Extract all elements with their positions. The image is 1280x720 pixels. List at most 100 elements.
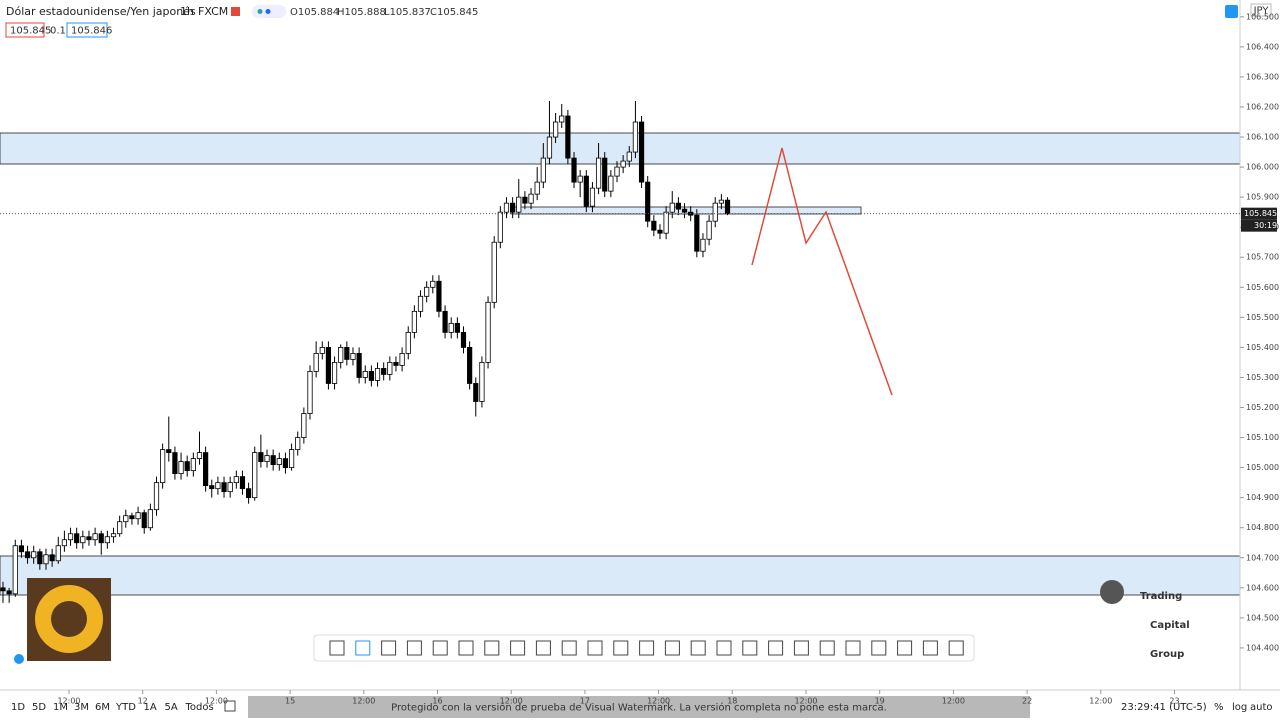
candle-body: [657, 229, 663, 234]
ohlc-high: H105.888: [337, 7, 386, 18]
candle-body: [522, 196, 528, 204]
scale-option[interactable]: auto: [1250, 702, 1273, 713]
tool-button[interactable]: [484, 640, 500, 656]
candle-body: [245, 488, 252, 499]
sell-button[interactable]: [5, 22, 45, 38]
candle-body: [620, 160, 626, 168]
y-tick-label: 105.200: [1246, 403, 1279, 412]
candle-body: [307, 371, 313, 414]
candle-body: [227, 482, 233, 493]
tool-button[interactable]: [793, 640, 809, 656]
range-button[interactable]: 6M: [95, 702, 110, 713]
ohlc-close: C105.845: [430, 7, 478, 18]
tool-button[interactable]: [458, 640, 474, 656]
tool-button[interactable]: [742, 640, 758, 656]
range-button[interactable]: 1A: [144, 702, 157, 713]
candle-body: [196, 452, 203, 459]
tool-button[interactable]: [948, 640, 964, 656]
tool-button[interactable]: [406, 640, 422, 656]
y-tick-label: 104.900: [1246, 493, 1279, 502]
tool-button[interactable]: [381, 640, 397, 656]
candle-body: [559, 115, 565, 123]
x-tick-label: 16: [432, 697, 442, 706]
x-tick-label: 19: [875, 697, 885, 706]
candle-body: [510, 202, 516, 213]
buy-button[interactable]: [66, 22, 108, 38]
candle-body: [430, 280, 436, 288]
tool-button[interactable]: [639, 640, 655, 656]
range-button[interactable]: YTD: [115, 702, 136, 713]
candle-body: [49, 554, 55, 562]
tool-button[interactable]: [613, 640, 629, 656]
tool-button[interactable]: [561, 640, 577, 656]
y-tick-label: 105.700: [1246, 253, 1279, 262]
range-button[interactable]: 1M: [53, 702, 68, 713]
settings-button[interactable]: [1225, 5, 1238, 18]
tool-button[interactable]: [510, 640, 526, 656]
tool-button[interactable]: [819, 640, 835, 656]
candle-body: [473, 383, 479, 402]
range-button[interactable]: Todos: [185, 702, 214, 713]
candle-body: [104, 536, 110, 544]
ohlc-low: L105.837: [384, 7, 431, 18]
candle-body: [61, 539, 68, 547]
candle-body: [491, 241, 497, 303]
scale-option[interactable]: %: [1214, 702, 1224, 713]
candle-body: [43, 554, 49, 565]
range-button[interactable]: 5A: [165, 702, 178, 713]
tool-button[interactable]: [897, 640, 913, 656]
candle-body: [405, 331, 411, 354]
candle-body: [338, 347, 344, 363]
logo-text: Capital: [1150, 620, 1190, 631]
candle-body: [12, 545, 18, 595]
tool-button[interactable]: [535, 640, 551, 656]
candle-body: [467, 347, 473, 384]
candle-body: [55, 545, 61, 562]
x-tick-label: 12:00: [942, 697, 965, 706]
candle-body: [540, 157, 546, 183]
tool-button[interactable]: [922, 640, 938, 656]
range-button[interactable]: 5D: [32, 702, 46, 713]
tool-button[interactable]: [690, 640, 706, 656]
candle-body: [503, 202, 510, 213]
tool-button[interactable]: [768, 640, 784, 656]
candle-body: [147, 509, 153, 529]
sell-price: 105.845: [10, 26, 51, 37]
candle-body: [663, 211, 669, 234]
tool-button[interactable]: [871, 640, 887, 656]
tv-logo: [14, 654, 24, 664]
candle-body: [393, 362, 399, 366]
tool-button[interactable]: [716, 640, 732, 656]
candle-body: [442, 310, 448, 333]
tool-button[interactable]: [664, 640, 680, 656]
drawing-toolbar: [313, 634, 975, 662]
candle-body: [485, 301, 491, 363]
tool-button[interactable]: [845, 640, 861, 656]
y-tick-label: 105.100: [1246, 433, 1279, 442]
candle-body: [80, 536, 86, 544]
range-button[interactable]: 3M: [74, 702, 89, 713]
flag[interactable]: [231, 7, 240, 16]
tool-button[interactable]: [355, 640, 371, 656]
compare-icon[interactable]: [224, 700, 236, 712]
candle-body: [669, 202, 675, 213]
candle-body: [37, 551, 43, 565]
candle-body: [295, 437, 301, 450]
scale-option[interactable]: log: [1232, 702, 1247, 713]
range-button[interactable]: 1D: [11, 702, 25, 713]
tool-button[interactable]: [329, 640, 345, 656]
tool-button[interactable]: [432, 640, 448, 656]
candle-body: [602, 157, 608, 192]
candle-body: [411, 310, 417, 333]
candle-body: [67, 533, 74, 541]
candle-body: [86, 536, 92, 541]
y-tick-label: 106.500: [1246, 12, 1279, 21]
candle-body: [313, 353, 319, 372]
candle-body: [534, 181, 540, 195]
candle-body: [387, 362, 393, 375]
candle-body: [712, 202, 718, 222]
candle-body: [399, 353, 405, 366]
tool-button[interactable]: [587, 640, 603, 656]
x-tick-label: 15: [285, 697, 295, 706]
